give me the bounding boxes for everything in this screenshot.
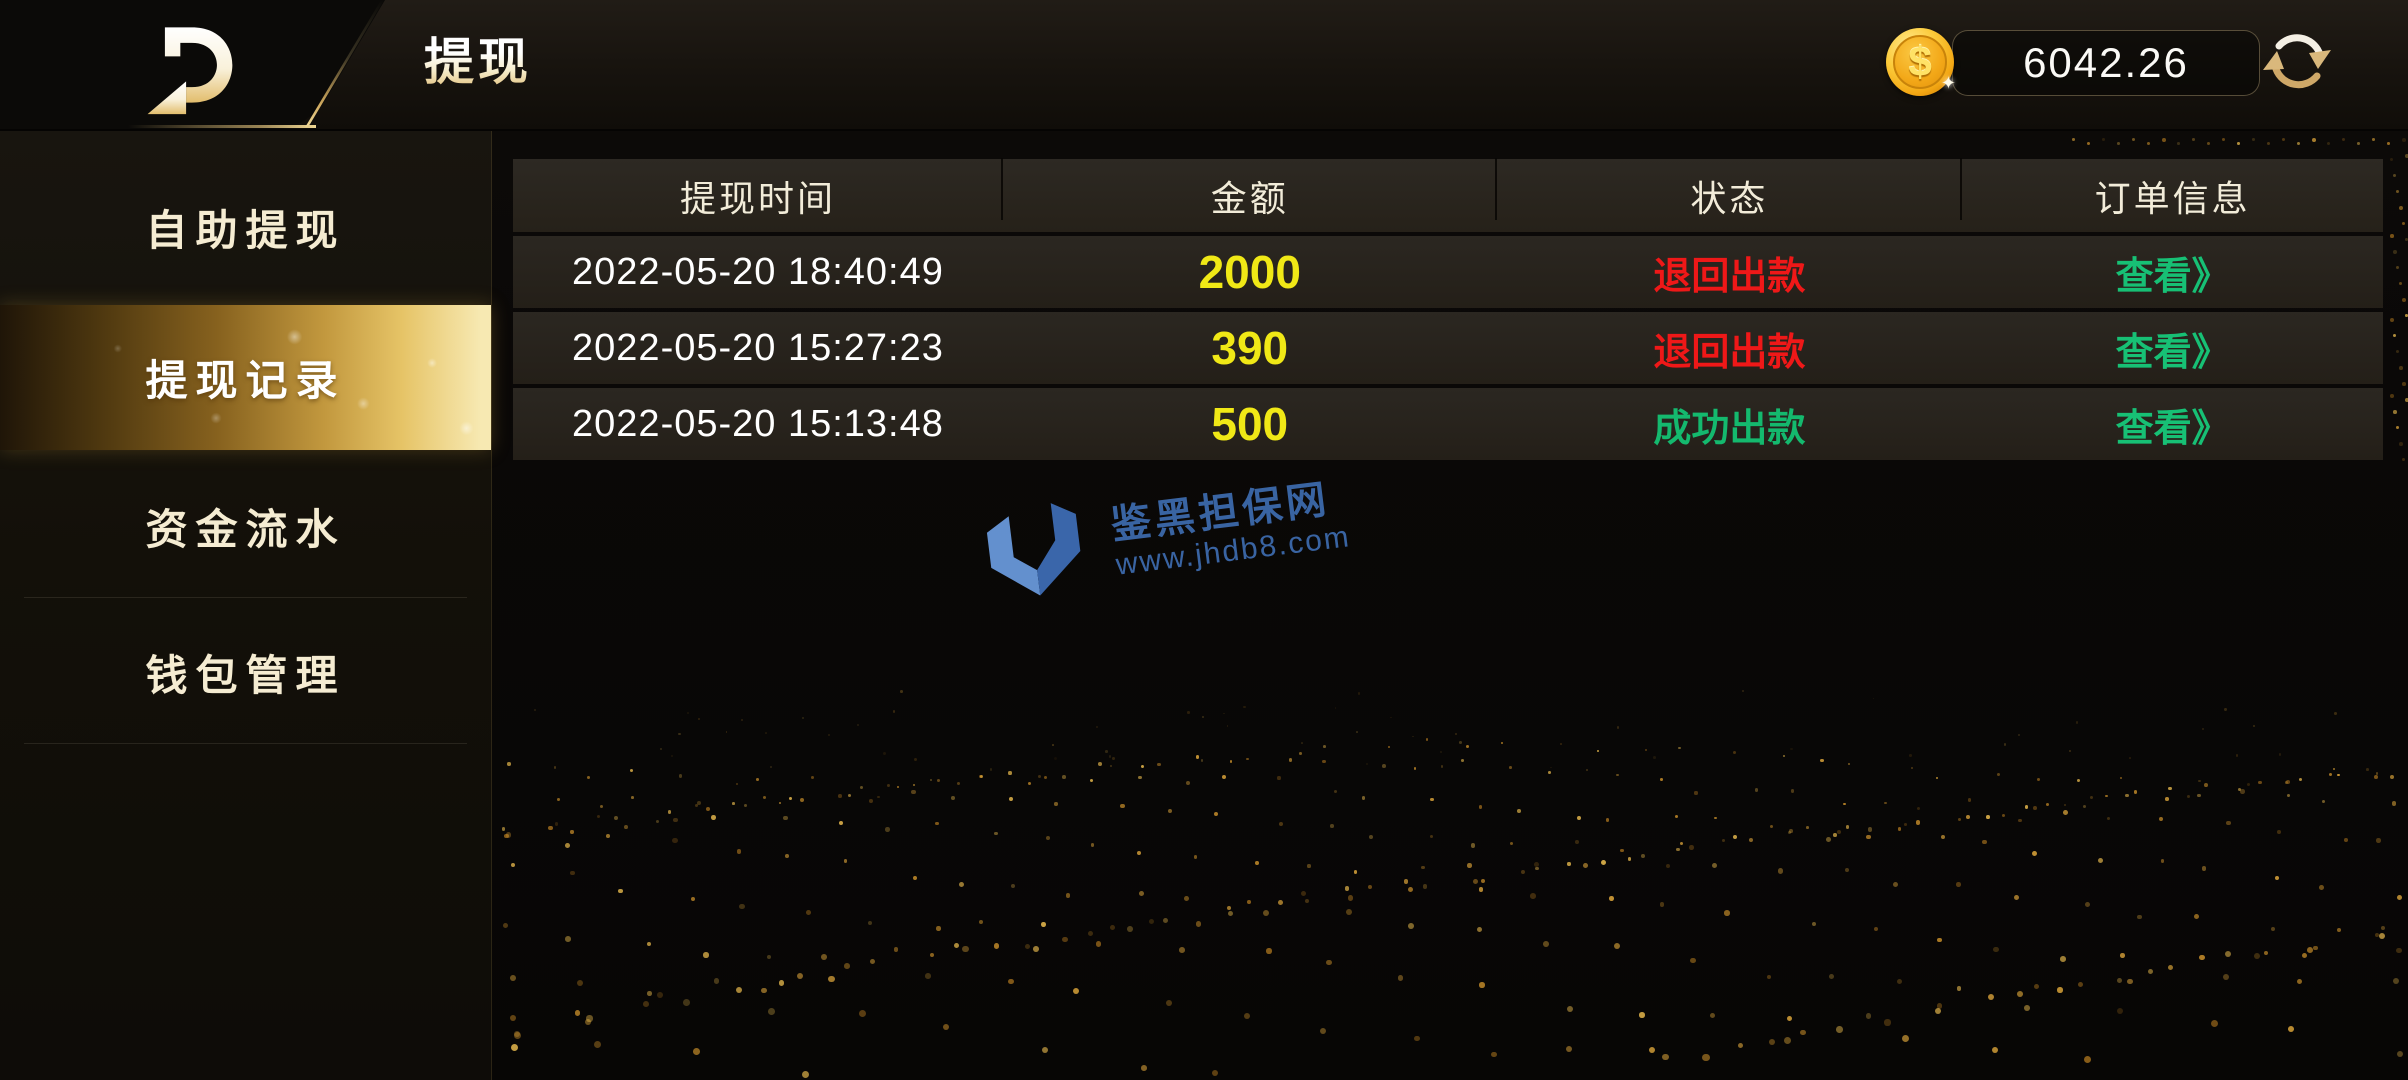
page-title: 提现 [424, 22, 532, 94]
status-cell: 退回出款 [1653, 255, 1806, 298]
withdraw-time-cell: 2022-05-20 15:27:23 [572, 326, 944, 369]
col-header-amount: 金额 [1003, 157, 1497, 222]
brand-logo-icon[interactable] [136, 12, 242, 118]
logo-panel-gold-underline [128, 125, 316, 128]
sidebar-item-wallet-management[interactable]: 钱包管理 [0, 612, 491, 732]
amount-cell: 390 [1211, 322, 1289, 374]
active-item-gold-band [0, 305, 491, 450]
refresh-balance-icon[interactable] [2262, 25, 2332, 95]
sidebar-divider [24, 743, 467, 744]
status-cell: 退回出款 [1653, 331, 1806, 374]
sidebar-divider [24, 597, 467, 598]
coin-sparkle: ✦ [1940, 73, 1956, 93]
watermark-site-url: www.jhdb8.com [1114, 519, 1353, 582]
dollar-symbol: $ [1908, 38, 1932, 85]
sidebar-item-label: 提现记录 [145, 356, 346, 404]
table-header-row: 提现时间 金额 状态 订单信息 [513, 157, 2383, 232]
table-row: 2022-05-20 15:13:48 500 成功出款 查看》 [513, 388, 2383, 460]
status-cell: 成功出款 [1653, 407, 1806, 450]
view-order-link[interactable]: 查看》 [2115, 331, 2230, 374]
table-row: 2022-05-20 15:27:23 390 退回出款 查看》 [513, 312, 2383, 384]
col-header-status: 状态 [1497, 157, 1963, 222]
sidebar-item-fund-flow[interactable]: 资金流水 [0, 466, 491, 586]
amount-cell: 2000 [1198, 246, 1301, 298]
view-order-link[interactable]: 查看》 [2115, 255, 2230, 298]
table-body: 2022-05-20 18:40:49 2000 退回出款 查看》 2022-0… [513, 236, 2383, 460]
withdraw-time-cell: 2022-05-20 18:40:49 [572, 250, 944, 293]
sidebar-item-self-withdraw[interactable]: 自助提现 [0, 167, 491, 287]
amount-cell: 500 [1211, 398, 1289, 450]
balance-display: 6042.26 [1952, 30, 2260, 96]
sidebar-item-label: 钱包管理 [145, 651, 346, 699]
site-watermark: 鉴黑担保网 www.jhdb8.com [969, 456, 1355, 619]
table-row: 2022-05-20 18:40:49 2000 退回出款 查看》 [513, 236, 2383, 308]
withdraw-time-cell: 2022-05-20 15:13:48 [572, 402, 944, 445]
watermark-site-name: 鉴黑担保网 [1108, 477, 1333, 548]
sidebar-item-label: 资金流水 [145, 505, 346, 553]
sidebar-item-label: 自助提现 [145, 206, 346, 254]
watermark-logo-icon [986, 503, 1081, 596]
gold-coin-icon: $ ✦ [1886, 28, 1956, 96]
col-header-withdraw-time: 提现时间 [513, 157, 1003, 222]
sidebar-item-withdraw-records[interactable]: 提现记录 [0, 317, 491, 437]
view-order-link[interactable]: 查看》 [2115, 407, 2230, 450]
balance-value: 6042.26 [2023, 39, 2189, 86]
top-bar: 提现 $ ✦ 6042.26 [0, 0, 2408, 131]
withdraw-records-table: 提现时间 金额 状态 订单信息 2022-05-20 18:40:49 2000… [513, 157, 2383, 460]
sidebar: 自助提现 提现记录 资金流水 钱包管理 [0, 129, 492, 1080]
col-header-order-info: 订单信息 [2094, 177, 2251, 219]
